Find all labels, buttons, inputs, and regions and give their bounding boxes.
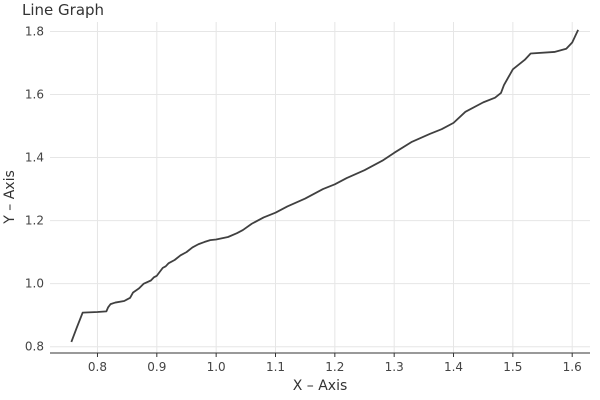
y-axis-ticks: 0.8 1.0 1.2 1.4 1.6 1.8 <box>25 24 44 353</box>
series-line <box>70 29 579 343</box>
x-tick-label: 1.3 <box>385 360 404 374</box>
x-tick-label: 1.2 <box>325 360 344 374</box>
y-tick-label: 1.0 <box>25 277 44 291</box>
x-tick-label: 1.5 <box>503 360 522 374</box>
x-axis-title: X – Axis <box>293 378 348 394</box>
x-tick-label: 0.9 <box>147 360 166 374</box>
x-tick-label: 1.4 <box>444 360 463 374</box>
y-tick-label: 1.6 <box>25 88 44 102</box>
chart-title: Line Graph <box>22 1 104 19</box>
y-tick-label: 0.8 <box>25 340 44 354</box>
y-tick-label: 1.2 <box>25 214 44 228</box>
grid <box>50 22 590 353</box>
y-tick-label: 1.8 <box>25 24 44 38</box>
x-tick-label: 0.8 <box>88 360 107 374</box>
x-tick-label: 1.6 <box>563 360 582 374</box>
x-tick-label: 1.1 <box>266 360 285 374</box>
y-tick-label: 1.4 <box>25 151 44 165</box>
y-axis-title: Y – Axis <box>2 170 18 225</box>
x-axis-ticks: 0.8 0.9 1.0 1.1 1.2 1.3 1.4 1.5 1.6 <box>88 353 582 374</box>
x-tick-label: 1.0 <box>207 360 226 374</box>
